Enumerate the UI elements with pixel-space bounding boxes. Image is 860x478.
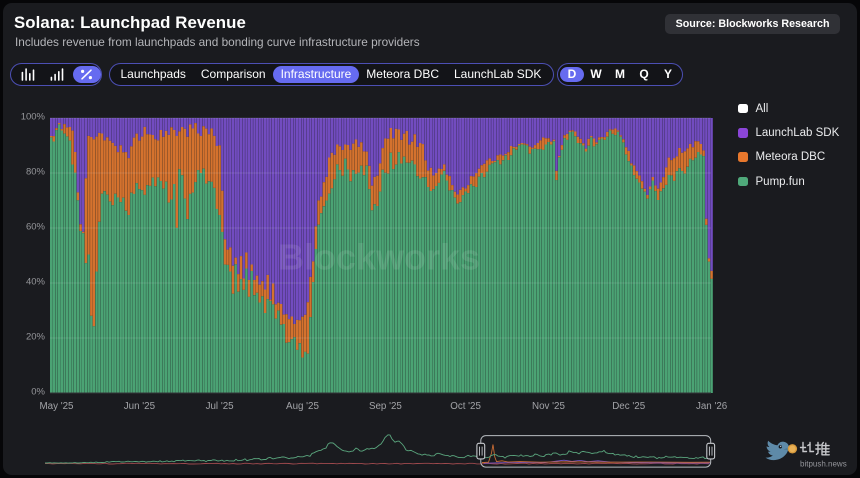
svg-text:Blockworks: Blockworks: [278, 237, 480, 278]
svg-text:Aug '25: Aug '25: [286, 401, 319, 412]
svg-text:Dec '25: Dec '25: [612, 401, 645, 412]
svg-text:Jun '25: Jun '25: [124, 401, 156, 412]
svg-text:0%: 0%: [31, 386, 45, 397]
svg-text:60%: 60%: [26, 221, 46, 232]
svg-text:80%: 80%: [26, 166, 46, 177]
svg-text:40%: 40%: [26, 276, 46, 287]
svg-text:bitpush.news: bitpush.news: [800, 460, 847, 469]
svg-text:Jul '25: Jul '25: [206, 401, 235, 412]
svg-text:Nov '25: Nov '25: [532, 401, 565, 412]
svg-text:Oct '25: Oct '25: [450, 401, 481, 412]
svg-text:Sep '25: Sep '25: [369, 401, 402, 412]
svg-text:Jan '26: Jan '26: [696, 401, 728, 412]
svg-text:20%: 20%: [26, 331, 46, 342]
svg-text:May '25: May '25: [40, 401, 75, 412]
svg-text:100%: 100%: [21, 111, 46, 122]
